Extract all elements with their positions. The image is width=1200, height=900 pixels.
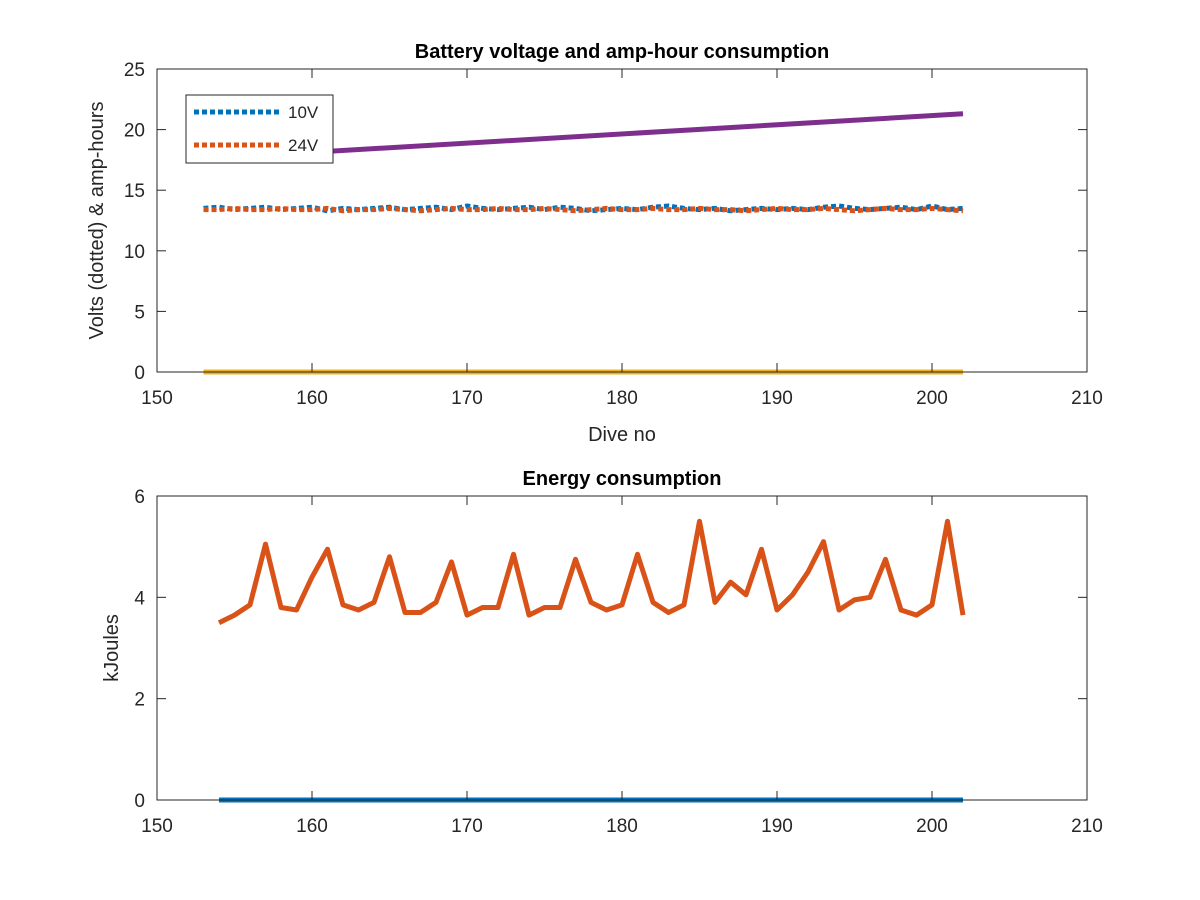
energy-x-tick-label: 200 [916,816,948,837]
voltage-legend: 10V 24V [185,94,334,164]
energy-y-tick-label: 4 [134,588,145,609]
voltage-y-tick-label: 20 [124,121,145,142]
legend-box [185,94,334,164]
voltage-x-tick-label: 170 [451,388,483,409]
voltage-x-tick-label: 180 [606,388,638,409]
voltage-x-tick-label: 210 [1071,388,1103,409]
voltage-y-axis-label: Volts (dotted) & amp-hours [86,102,108,340]
energy-x-tick-label: 170 [451,816,483,837]
energy-y-axis-label: kJoules [101,614,123,682]
energy-x-tick-label: 160 [296,816,328,837]
voltage-x-tick-label: 190 [761,388,793,409]
legend-label-10v: 10V [288,103,319,122]
voltage-chart: 150 160 170 180 190 200 210 0 5 10 15 20 25 Battery … [86,41,1103,446]
voltage-x-tick-label: 200 [916,388,948,409]
voltage-x-tick-label: 160 [296,388,328,409]
voltage-y-tick-label: 15 [124,181,145,202]
voltage-y-tick-label: 5 [134,302,145,323]
energy-y-tick-label: 0 [134,791,145,812]
energy-x-tick-label: 190 [761,816,793,837]
voltage-ticks: 150 160 170 180 190 200 210 0 5 10 15 20 25 [124,60,1103,409]
voltage-y-tick-label: 10 [124,242,145,263]
energy-x-tick-label: 210 [1071,816,1103,837]
voltage-y-tick-label: 0 [134,363,145,384]
voltage-chart-title: Battery voltage and amp-hour consumption [415,41,829,63]
energy-series-line-1 [217,518,966,625]
energy-ticks: 150 160 170 180 190 200 210 0 2 4 6 [134,487,1102,837]
energy-x-tick-label: 180 [606,816,638,837]
voltage-y-tick-label: 25 [124,60,145,81]
energy-y-tick-label: 2 [134,690,145,711]
energy-y-tick-label: 6 [134,487,145,508]
energy-x-tick-label: 150 [141,816,173,837]
energy-chart-title: Energy consumption [523,468,722,490]
energy-chart: 150 160 170 180 190 200 210 0 2 4 6 Energy consump… [101,468,1103,837]
legend-label-24v: 24V [288,136,319,155]
voltage-x-axis-label: Dive no [588,424,656,446]
voltage-x-tick-label: 150 [141,388,173,409]
voltage-series-24v [203,205,964,214]
